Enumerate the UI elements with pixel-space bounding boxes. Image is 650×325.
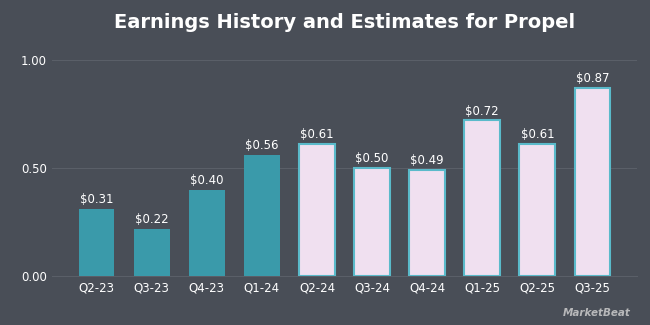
Bar — [575, 88, 610, 276]
Bar — [299, 144, 335, 276]
Bar — [354, 168, 390, 276]
Bar — [79, 209, 114, 276]
Text: MarketBeat: MarketBeat — [563, 308, 630, 318]
Bar — [519, 144, 555, 276]
Bar — [134, 228, 170, 276]
Text: $0.49: $0.49 — [410, 154, 444, 167]
Title: Earnings History and Estimates for Propel: Earnings History and Estimates for Prope… — [114, 13, 575, 32]
Bar — [244, 155, 280, 276]
Text: $0.87: $0.87 — [576, 72, 609, 85]
Text: $0.50: $0.50 — [356, 152, 389, 165]
Text: $0.61: $0.61 — [521, 128, 554, 141]
Bar — [188, 189, 225, 276]
Text: $0.40: $0.40 — [190, 174, 224, 187]
Text: $0.31: $0.31 — [80, 193, 113, 206]
Bar — [464, 120, 500, 276]
Text: $0.22: $0.22 — [135, 213, 168, 226]
Text: $0.72: $0.72 — [465, 105, 499, 118]
Text: $0.61: $0.61 — [300, 128, 333, 141]
Bar — [410, 170, 445, 276]
Text: $0.56: $0.56 — [245, 139, 279, 152]
